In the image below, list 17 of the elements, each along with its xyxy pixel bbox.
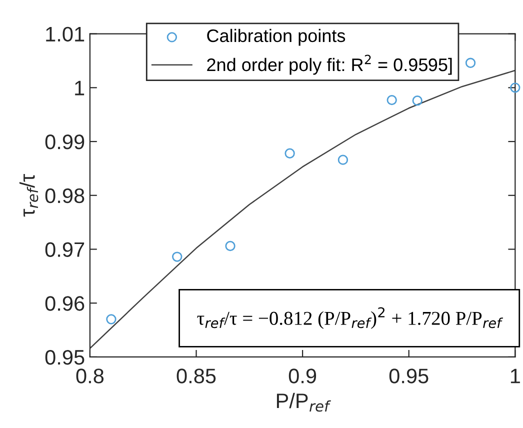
legend-label: 2nd order poly fit: R$^{2}$ = 0.9595] (207, 54, 452, 75)
y-tick-label: 0.95 (45, 350, 84, 365)
x-tick-label: 0.85 (176, 368, 216, 384)
x-axis-title: P/P$_{ref}$ (276, 392, 331, 412)
y-axis-title: τ$_{ref}$/τ (19, 174, 38, 217)
x-tick-label: 1 (510, 368, 520, 384)
y-tick-label: 1.01 (46, 26, 84, 42)
y-tick-label: 0.98 (45, 188, 84, 204)
x-tick-label: 0.95 (389, 368, 428, 384)
x-tick-label: 0.9 (288, 368, 316, 384)
x-tick-label: 0.8 (76, 368, 104, 384)
y-tick-label: 0.99 (45, 134, 84, 150)
annotation: τ$_{ref}$/τ = −0.812 (P/P$_{ref}$)$^{2}$ + 1.720 P/P$_{ref}$ (197, 307, 504, 329)
y-tick-label: 0.96 (45, 296, 84, 311)
legend-label: Calibration points (207, 28, 346, 46)
y-tick-label: 0.97 (45, 242, 84, 257)
y-tick-label: 1 (75, 80, 84, 96)
